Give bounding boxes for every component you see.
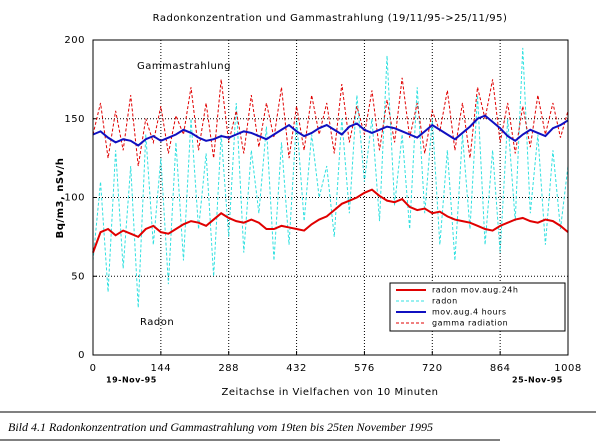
series-line: [92, 77, 569, 167]
series-line: [92, 47, 569, 308]
x-tick-label: 0: [90, 363, 97, 374]
y-tick-label: 100: [64, 193, 85, 204]
x-tick-label: 720: [422, 363, 443, 374]
y-axis-label: Bq/m3, nSv/h: [55, 158, 66, 239]
x-tick-label: 1008: [554, 363, 581, 374]
y-tick-label: 0: [78, 350, 85, 361]
y-tick-label: 50: [71, 271, 85, 282]
x-tick-label: 144: [151, 363, 172, 374]
legend-label: mov.aug.4 hours: [432, 308, 507, 317]
annotation: Gammastrahlung: [137, 61, 231, 72]
date-label: 25-Nov-95: [512, 376, 563, 385]
y-tick-label: 200: [64, 35, 85, 46]
series-line: [92, 188, 569, 253]
legend-label: radon mov.aug.24h: [432, 286, 518, 295]
annotation: Radon: [140, 317, 174, 328]
x-tick-label: 576: [354, 363, 375, 374]
x-tick-label: 288: [218, 363, 239, 374]
caption: Bild 4.1 Radonkonzentration und Gammastr…: [8, 420, 433, 434]
date-label: 19-Nov-95: [106, 376, 157, 385]
legend-label: radon: [432, 297, 458, 306]
x-axis-label: Zeitachse in Vielfachen von 10 Minuten: [222, 387, 439, 398]
y-tick-label: 150: [64, 114, 85, 125]
legend-label: gamma radiation: [432, 319, 508, 328]
series-line: [92, 114, 569, 147]
x-tick-label: 864: [490, 363, 511, 374]
plot-frame: [92, 39, 569, 356]
x-tick-label: 432: [286, 363, 307, 374]
chart-title: Radonkonzentration und Gammastrahlung (1…: [153, 13, 508, 24]
